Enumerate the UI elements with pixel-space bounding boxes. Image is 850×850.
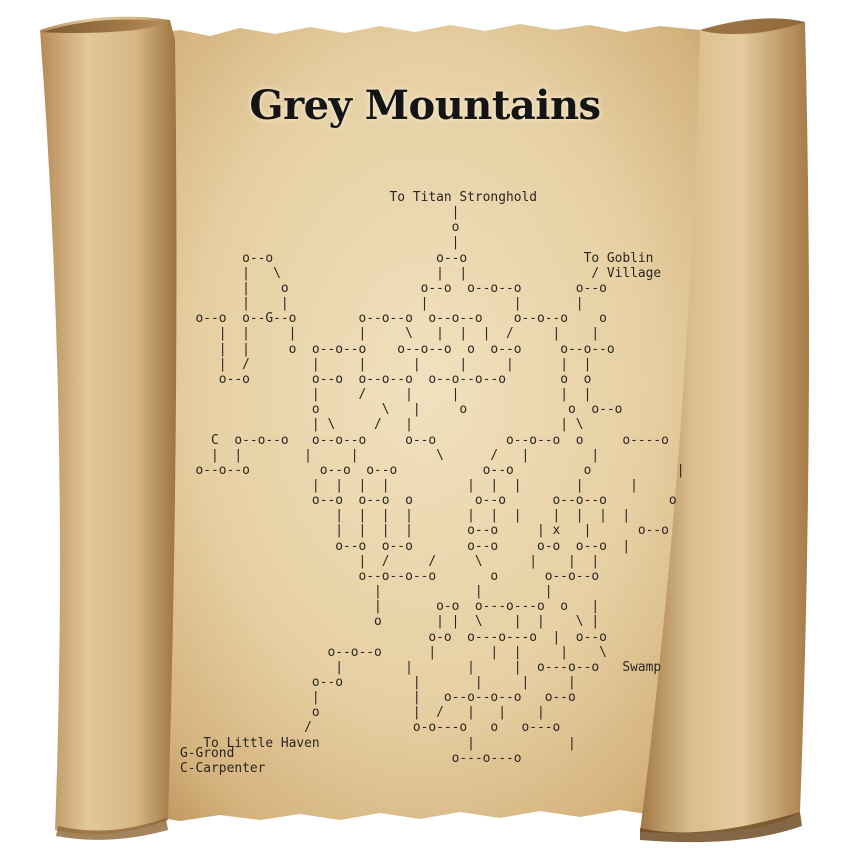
- map-row: o--o o--o o--o--o o--o--o--o o o: [180, 371, 592, 387]
- right-roll-rim: [700, 18, 805, 34]
- map-row: o--o o--o o o--o o--o--o o: [180, 493, 677, 509]
- legend-entry-carpenter: C-Carpenter: [180, 761, 266, 777]
- map-row: | o-o o---o---o o |: [180, 599, 600, 615]
- map-row: o: [180, 220, 460, 236]
- map-row: o | | \ | | \ |: [180, 614, 600, 630]
- map-row: o--o--o | | | | \: [180, 644, 607, 660]
- map-row: | \ | | / Village: [180, 265, 662, 281]
- map-row: | \ / | | \: [180, 417, 584, 433]
- map-row: o--o--o o--o o--o o--o o |: [180, 462, 685, 478]
- map-row: | o o--o o--o--o o--o: [180, 280, 607, 296]
- right-scroll-roll: [640, 18, 809, 834]
- map-row: | | | | | | | | | | |: [180, 508, 631, 524]
- map-row: | / / \ | | |: [180, 553, 600, 569]
- map-row: o--o o--o o--o o-o o--o |: [180, 538, 631, 554]
- map-row: | | | | o---o--o Swamp: [180, 659, 662, 675]
- ascii-trail-map: To Titan Stronghold | o | o--o o--o To G…: [180, 190, 685, 766]
- map-row: To Titan Stronghold: [180, 190, 537, 205]
- parchment-sheet: [150, 24, 700, 821]
- map-legend: G-Grond C-Carpenter: [180, 746, 265, 776]
- map-row: | / | | | | | | |: [180, 356, 592, 372]
- map-row: | | | | \ | | | / | |: [180, 326, 600, 342]
- legend-entry-grond: G-Grond: [180, 746, 235, 761]
- map-title: Grey Mountains: [249, 82, 601, 129]
- map-row: o--o | | | |: [180, 675, 576, 690]
- map-row: C o--o--o o--o--o o--o o--o--o o o----o: [180, 432, 669, 448]
- map-row: / o-o---o o o---o: [180, 720, 561, 736]
- left-roll-bottom: [56, 818, 168, 840]
- map-row: o--o o--o To Goblin: [180, 250, 654, 266]
- map-row: | | |: [180, 584, 553, 600]
- map-row: | | | | \ / | |: [180, 447, 600, 463]
- map-row: o--o o--G--o o--o--o o--o--o o--o--o o: [180, 311, 607, 327]
- map-row: o-o o---o---o | o--o: [180, 629, 607, 645]
- map-row: | | | | o--o | x | o--o: [180, 523, 669, 539]
- map-row: | | | | |: [180, 296, 584, 312]
- left-scroll-roll: [40, 16, 177, 835]
- map-row: o---o---o: [180, 750, 522, 766]
- map-row: | | | | | | | | |: [180, 477, 638, 493]
- map-row: |: [180, 205, 460, 221]
- map-row: | | o--o--o--o o--o: [180, 690, 576, 706]
- map-row: | | o o--o--o o--o--o o o--o o--o--o: [180, 341, 615, 357]
- left-roll-rim: [42, 19, 166, 33]
- map-row: o--o--o--o o o--o--o: [180, 568, 600, 584]
- map-row: To Little Haven | |: [180, 735, 576, 751]
- map-row: | / | | | |: [180, 387, 592, 403]
- map-row: o \ | o o o--o: [180, 402, 623, 418]
- map-row: |: [180, 235, 460, 251]
- map-row: o | / | | |: [180, 705, 545, 721]
- right-roll-bottom: [640, 812, 802, 843]
